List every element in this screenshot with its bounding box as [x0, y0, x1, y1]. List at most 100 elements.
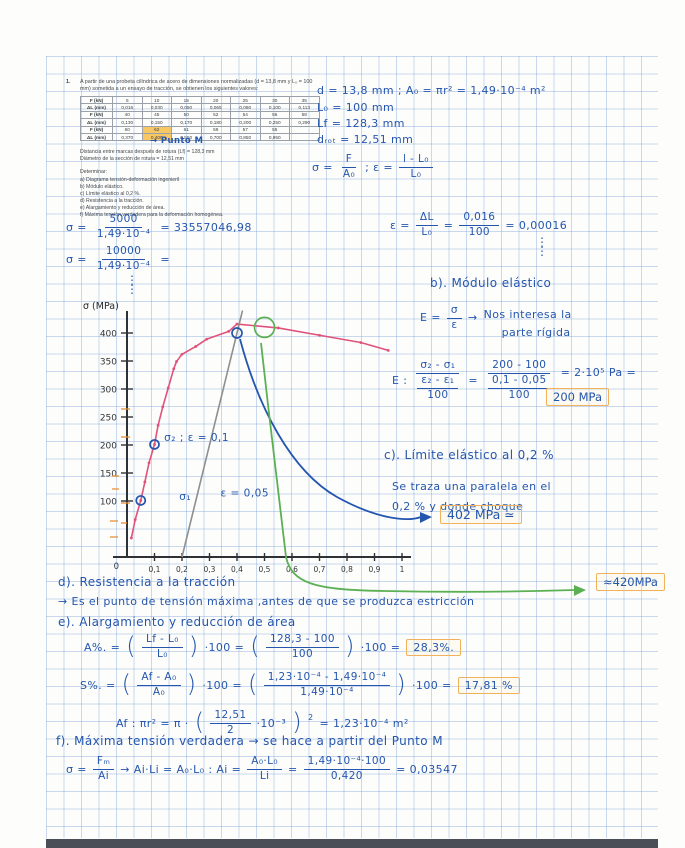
formula-text: ·100 = [202, 678, 242, 692]
fraction: A₀·L₀ Li [247, 755, 283, 783]
row-label: F (kN) [80, 95, 113, 105]
section-e-title: e). Alargamiento y reducción de área [58, 615, 296, 629]
fraction: 1,49·10⁻⁴·100 0,420 [303, 755, 391, 783]
table-cell: 25 [230, 95, 261, 105]
paren: ) [186, 670, 197, 699]
table-cell: 60 [112, 125, 143, 134]
determine-item-f: f) Máxima tensión verdadera para la defo… [80, 212, 224, 218]
table-cell: 5 [112, 95, 143, 105]
section-f-title: f). Máxima tensión verdadera → se hace a… [56, 734, 443, 748]
row-label: ΔL (mm) [80, 103, 113, 112]
determine-item-d: d) Resistencia a la tracción. [80, 198, 144, 204]
determine-title: Determinar: [80, 169, 108, 175]
table-cell [289, 125, 320, 134]
table-cell: 57 [230, 125, 261, 134]
formula-text: = 2·10⁵ Pa = [560, 366, 637, 379]
punto-m-note: → Punto M [150, 136, 204, 146]
table-cell: 54 [230, 110, 261, 120]
table-cell: 61 [171, 125, 202, 134]
row-label: ΔL (mm) [80, 132, 113, 142]
table-cell: 30 [259, 95, 290, 105]
table-cell: 40 [112, 110, 143, 120]
sigma-def-fraction: F A₀ [341, 153, 357, 180]
force-elongation-table: F (kN) 5 10 15 20 25 30 35 ΔL (mm) 0,016 0,030 0,05… [80, 95, 320, 142]
problem-number: 1. [66, 79, 71, 85]
table-row: ΔL (mm) 0,016 0,030 0,050 0,065 0,080 0,100 0,1… [80, 103, 320, 112]
table-cell: 0,700 [200, 132, 231, 142]
ellipsis-dots: ⋮ ⋮ [536, 235, 549, 258]
sigma-calc-1: σ = 5000 1,49·10⁻⁴ = 33557046,98 [66, 213, 252, 241]
area-reduction-calc: S%. = ( Af - A₀ A₀ ) ·100 = ( 1,23·10⁻⁴ -… [80, 670, 520, 699]
paren: ) [292, 708, 302, 737]
statement-line-2: mm) sometida a un ensayo de tracción, se… [80, 86, 259, 92]
fraction: 12,51 2 [210, 709, 251, 737]
section-d-body: → Es el punto de tensión máxima ,antes d… [58, 595, 475, 608]
after-table-line-2: Diámetro de la sección de rotura = 12,51… [80, 156, 184, 162]
table-cell [289, 132, 320, 142]
paren: ( [250, 632, 260, 661]
statement-line-1: A partir de una probeta cilíndrica de ac… [80, 79, 313, 85]
formula-text: = [468, 374, 479, 388]
table-cell: 0,050 [171, 103, 202, 112]
determine-item-a: a) Diagrama tensión-deformación ingenier… [80, 177, 180, 183]
table-cell: 20 [200, 95, 231, 105]
modulus-result-box: 200 MPa [546, 388, 609, 406]
formula-text: E : [392, 374, 408, 388]
table-cell: 0,290 [289, 118, 320, 127]
section-c-body-2: 0,2 % y donde choque [392, 500, 524, 513]
table-cell: 0,100 [259, 103, 290, 112]
paren: ( [247, 670, 258, 699]
paren: ) [344, 632, 355, 661]
formula-text: = 0,00016 [505, 218, 568, 232]
table-cell: 0,080 [230, 103, 261, 112]
table-cell: 0,016 [112, 103, 143, 112]
table-row: ΔL (mm) 0,130 0,150 0,170 0,180 0,200 0,250 0,2… [80, 118, 320, 127]
fraction: Af - A₀ A₀ [137, 671, 181, 699]
table-cell: 56 [259, 110, 290, 120]
table-cell: 0,030 [141, 103, 172, 112]
fraction: Lf - L₀ L₀ [141, 633, 183, 661]
after-table-line-1: Distancia entre marcas después de rotura… [80, 149, 215, 155]
table-row: F (kN) 60 62 61 59 57 55 [80, 125, 320, 134]
formula-text: = 0,03547 [396, 762, 458, 776]
tensile-strength-result-box: ≈420MPa [596, 573, 665, 591]
table-row: F (kN) 5 10 15 20 25 30 35 [80, 95, 320, 105]
section-c-body-1: Se traza una paralela en el [392, 480, 551, 493]
sigma-def-lhs: σ = [312, 160, 333, 174]
table-cell: 0,180 [200, 118, 231, 127]
table-cell: 52 [200, 110, 231, 120]
fraction: ΔL L₀ [415, 211, 438, 239]
ellipsis-dots: ⋮ ⋮ [126, 273, 139, 296]
note-lf: Lf = 128,3 mm [317, 117, 405, 130]
table-row: F (kN) 40 45 50 52 54 56 58 [80, 110, 320, 120]
note-l0: L₀ = 100 mm [317, 101, 395, 114]
nested-fraction: σ₂ - σ₁ ε₂ - ε₁ 100 [413, 359, 462, 401]
paren: ( [121, 670, 132, 699]
exponent: 2 [308, 712, 314, 722]
table-cell: 0,250 [259, 118, 290, 127]
paren: ) [396, 670, 407, 699]
paren: ) [188, 632, 199, 661]
section-c-title: c). Límite elástico al 0,2 % [384, 448, 554, 462]
note-diameter: d = 13,8 mm ; A₀ = πr² = 1,49·10⁻⁴ m² [317, 84, 546, 97]
table-cell: 0,170 [171, 118, 202, 127]
formula-text: ·100 = [412, 678, 452, 692]
sigma-calc-2: σ = 10000 1,49·10⁻⁴ = [66, 245, 170, 273]
table-row: ΔL (mm) 0,370 0,400 0,550 0,700 0,850 0,950 [80, 132, 320, 142]
table-cell: 0,850 [230, 132, 261, 142]
fraction: Fₘ Ai [92, 755, 115, 783]
table-cell: 50 [171, 110, 202, 120]
area-reduction-result-box: 17,81 % [457, 676, 520, 694]
determine-item-b: b) Módulo elástico. [80, 184, 124, 190]
definitions-formula: σ = F A₀ ; ε = l - L₀ L₀ [312, 153, 433, 181]
fraction: 1,23·10⁻⁴ - 1,49·10⁻⁴ 1,49·10⁻⁴ [263, 671, 391, 699]
arrow-glyph: → [467, 311, 478, 324]
table-cell: 0,150 [141, 118, 172, 127]
formula-text: ·10⁻³ [256, 716, 287, 730]
formula-text: ·100 = [360, 640, 401, 654]
formula-text: = [443, 218, 454, 232]
note-drot: dᵣₒₜ = 12,51 mm [317, 133, 414, 146]
formula-text: ε = [390, 218, 410, 232]
